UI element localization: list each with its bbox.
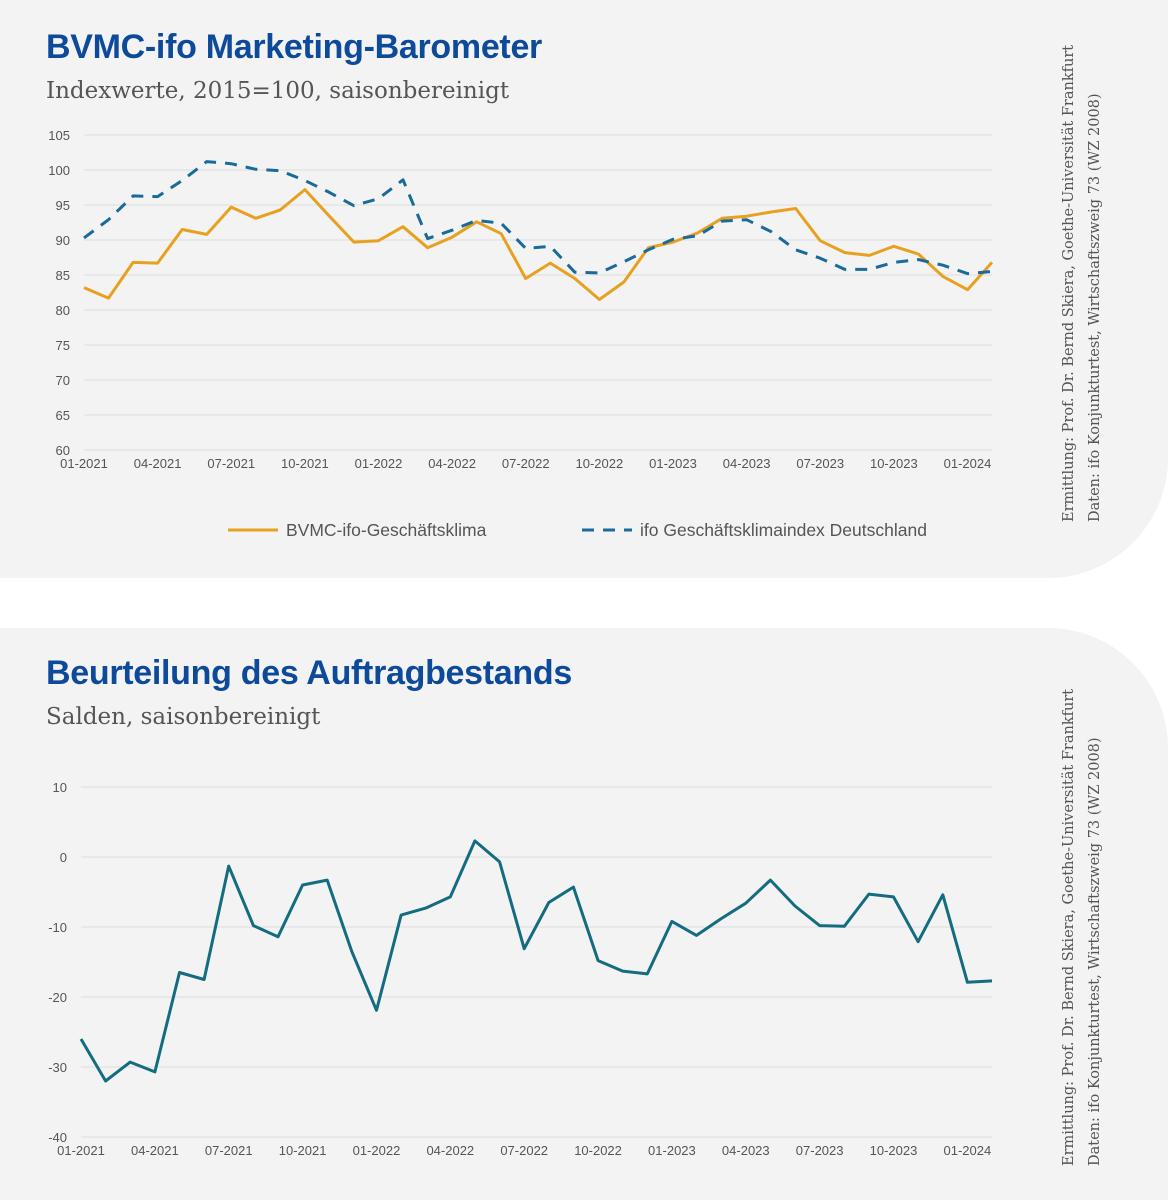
- x-tick-label: 04-2022: [426, 1143, 474, 1158]
- x-tick-label: 04-2023: [723, 456, 771, 471]
- y-tick-label: 80: [56, 303, 70, 318]
- x-tick-label: 10-2021: [279, 1143, 327, 1158]
- x-tick-label: 07-2021: [207, 456, 255, 471]
- y-tick-label: 70: [56, 373, 70, 388]
- series-line: [83, 160, 993, 276]
- x-tick-label: 01-2021: [57, 1143, 105, 1158]
- x-tick-label: 10-2023: [870, 1143, 918, 1158]
- y-tick-label: 0: [60, 850, 67, 865]
- source-note: Ermittlung: Prof. Dr. Bernd Skiera, Goet…: [1056, 686, 1112, 1166]
- chart-subtitle: Indexwerte, 2015=100, saisonbereinigt: [46, 78, 510, 104]
- line-chart-barometer: 60 65 70 75 80 85 90 95 100 105 01-2021 04-2021 07-2…: [48, 128, 994, 540]
- x-tick-label: 04-2023: [722, 1143, 770, 1158]
- y-tick-label: -30: [48, 1060, 67, 1075]
- source-note: Ermittlung: Prof. Dr. Bernd Skiera, Goet…: [1056, 42, 1112, 522]
- x-tick-label: 07-2023: [796, 1143, 844, 1158]
- y-tick-label: 60: [56, 443, 70, 458]
- y-tick-label: 95: [56, 198, 70, 213]
- y-tick-label: 105: [48, 128, 70, 143]
- legend-label: BVMC-ifo-Geschäftsklima: [286, 520, 487, 540]
- x-tick-label: 10-2022: [574, 1143, 622, 1158]
- y-tick-label: 65: [56, 408, 70, 423]
- x-tick-label: 01-2021: [60, 456, 108, 471]
- chart-title: BVMC-ifo Marketing-Barometer: [46, 28, 542, 66]
- source-line-2: Daten: ifo Konjunkturtest, Wirtschaftszw…: [1087, 93, 1103, 522]
- chart-subtitle: Salden, saisonbereinigt: [46, 704, 321, 730]
- x-tick-label: 01-2024: [944, 456, 992, 471]
- source-line-2: Daten: ifo Konjunkturtest, Wirtschaftszw…: [1087, 737, 1103, 1166]
- y-tick-label: -10: [48, 920, 67, 935]
- y-tick-label: 90: [56, 233, 70, 248]
- x-tick-label: 10-2022: [575, 456, 623, 471]
- y-tick-label: -40: [48, 1130, 67, 1145]
- legend-label: ifo Geschäftsklimaindex Deutschland: [640, 520, 927, 540]
- x-tick-label: 04-2022: [428, 456, 476, 471]
- x-tick-label: 04-2021: [131, 1143, 179, 1158]
- chart-panel-top: BVMC-ifo Marketing-Barometer Indexwerte,…: [0, 0, 1168, 578]
- y-tick-label: -20: [48, 990, 67, 1005]
- series-line: [83, 188, 994, 301]
- source-line-1: Ermittlung: Prof. Dr. Bernd Skiera, Goet…: [1061, 44, 1077, 522]
- y-tick-label: 75: [56, 338, 70, 353]
- x-tick-label: 01-2023: [648, 1143, 696, 1158]
- chart-panel-bottom: Beurteilung des Auftragbestands Salden, …: [0, 628, 1168, 1200]
- x-tick-label: 01-2024: [944, 1143, 992, 1158]
- series-line: [79, 839, 993, 1083]
- y-tick-label: 85: [56, 268, 70, 283]
- x-tick-label: 10-2023: [870, 456, 918, 471]
- y-tick-label: 100: [48, 163, 70, 178]
- x-tick-label: 01-2022: [355, 456, 403, 471]
- chart-title: Beurteilung des Auftragbestands: [46, 654, 572, 692]
- x-tick-label: 07-2021: [205, 1143, 253, 1158]
- line-chart-order-backlog: -40 -30 -20 -10 0 10 01-2021 04-2021 07-2021 10-2…: [48, 780, 993, 1158]
- source-line-1: Ermittlung: Prof. Dr. Bernd Skiera, Goet…: [1061, 688, 1077, 1166]
- x-tick-label: 01-2022: [353, 1143, 401, 1158]
- x-tick-label: 07-2022: [502, 456, 550, 471]
- x-tick-label: 07-2022: [500, 1143, 548, 1158]
- y-tick-label: 10: [53, 780, 67, 795]
- x-tick-label: 07-2023: [796, 456, 844, 471]
- x-tick-label: 10-2021: [281, 456, 329, 471]
- x-tick-label: 01-2023: [649, 456, 697, 471]
- x-tick-label: 04-2021: [134, 456, 182, 471]
